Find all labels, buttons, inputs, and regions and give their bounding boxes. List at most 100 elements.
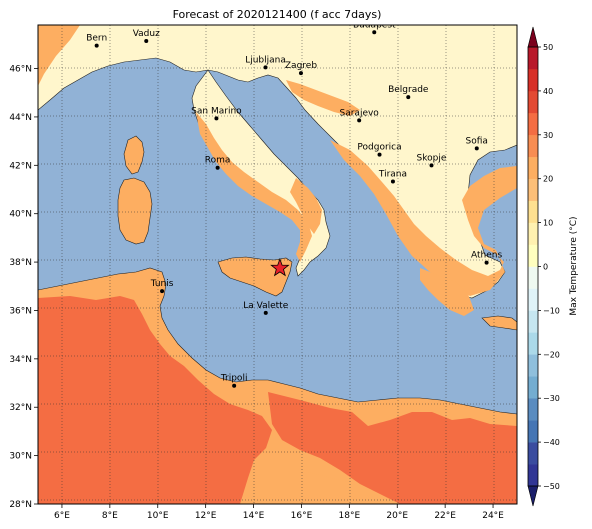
city-dot xyxy=(263,310,268,315)
city-dot xyxy=(214,116,219,121)
lat-tick-label: 46°N xyxy=(9,65,32,75)
colorbar-segment xyxy=(528,200,538,223)
city-dot xyxy=(390,179,395,184)
map-title: Forecast of 2020121400 (f acc 7days) xyxy=(173,8,382,21)
colorbar-segment xyxy=(528,134,538,158)
colorbar-segment xyxy=(528,90,538,114)
adriatic-coast-warm xyxy=(286,80,360,116)
africa-hot-zone-2 xyxy=(268,392,517,504)
city-dot xyxy=(144,38,149,43)
city-dot xyxy=(377,152,382,157)
city-label: Bern xyxy=(86,34,107,44)
sardinia xyxy=(117,177,153,245)
colorbar-tick-label: 0 xyxy=(543,263,548,272)
lon-tick-label: 22°E xyxy=(434,511,456,521)
city-label: Roma xyxy=(205,156,231,166)
colorbar-over-extension xyxy=(527,26,539,48)
lat-tick-label: 34°N xyxy=(9,355,32,365)
south-italy-warm xyxy=(290,178,322,234)
lon-tick-label: 14°E xyxy=(243,511,265,521)
colorbar-segment xyxy=(528,398,538,421)
city-label: Skopje xyxy=(417,153,447,163)
city-dot xyxy=(232,383,237,388)
city-label: La Valette xyxy=(243,301,288,311)
colorbar-segment xyxy=(528,442,538,465)
colorbar-under-extension xyxy=(527,485,539,507)
city-dot xyxy=(298,71,303,76)
city-label: Vaduz xyxy=(133,29,160,39)
colorbar-segment xyxy=(528,244,538,267)
lat-tick-label: 40°N xyxy=(9,210,32,220)
city-dot xyxy=(160,289,165,294)
colorbar-segment xyxy=(528,222,538,245)
colorbar-tick-label: 30 xyxy=(543,131,553,140)
colorbar-tick-label: 50 xyxy=(543,43,553,52)
colorbar-label: Max Temperature (°C) xyxy=(569,216,579,315)
colorbar-segment xyxy=(528,112,538,136)
event-marker xyxy=(270,257,290,277)
city-dot xyxy=(474,146,479,151)
colorbar-tick-label: 10 xyxy=(543,219,553,228)
city-label: Tirana xyxy=(378,170,407,180)
city-dot xyxy=(372,30,377,35)
po-valley-warm xyxy=(38,25,80,86)
lon-tick-label: 16°E xyxy=(291,511,313,521)
lat-tick-label: 42°N xyxy=(9,161,32,171)
lon-axis: 6°E 8°E 10°E 12°E 14°E 16°E 18°E 20°E 22°E 24°E xyxy=(54,504,504,521)
lat-tick-label: 28°N xyxy=(9,500,32,510)
africa-hot-zone xyxy=(38,296,272,504)
corsica xyxy=(123,135,145,175)
star-marker xyxy=(270,257,290,277)
city-dot xyxy=(484,260,489,265)
colorbar: −50 −40 −30 −20 −10 0 10 20 30 40 50 xyxy=(527,26,560,507)
lat-tick-label: 36°N xyxy=(9,306,32,316)
lon-tick-label: 12°E xyxy=(195,511,217,521)
colorbar-tick-label: −30 xyxy=(543,394,560,403)
city-dot xyxy=(357,118,362,123)
city-label: Podgorica xyxy=(357,143,401,153)
balkans-warm-zone xyxy=(330,140,517,296)
city-label: Tripoli xyxy=(220,374,248,384)
city-dot xyxy=(429,163,434,168)
colorbar-segment xyxy=(528,354,538,377)
city-label: Ljubljana xyxy=(245,55,286,65)
colorbar-tick-label: −50 xyxy=(543,482,560,491)
lat-tick-label: 30°N xyxy=(9,452,32,462)
colorbar-tick-label: 40 xyxy=(543,87,553,96)
city-dot xyxy=(94,43,99,48)
city-label: Sarajevo xyxy=(340,108,380,118)
colorbar-tick-label: 20 xyxy=(543,175,553,184)
city-label: Belgrade xyxy=(388,85,429,95)
lon-tick-label: 10°E xyxy=(147,511,169,521)
city-label: Budapest xyxy=(353,20,396,30)
city-dot xyxy=(406,95,411,100)
colorbar-tick-label: −20 xyxy=(543,350,560,359)
lon-tick-label: 24°E xyxy=(482,511,504,521)
crete xyxy=(481,315,517,331)
colorbar-segment xyxy=(528,266,538,289)
city-label: Tunis xyxy=(150,279,174,289)
colorbar-segment xyxy=(528,288,538,311)
colorbar-segment xyxy=(528,376,538,399)
colorbar-segment xyxy=(528,47,538,70)
colorbar-segment xyxy=(528,420,538,443)
map-frame xyxy=(37,24,518,505)
map-grid xyxy=(38,25,517,504)
city-dot xyxy=(263,65,268,70)
lat-axis: 28°N 30°N 32°N 34°N 36°N 38°N 40°N 42°N 44°N 46°N xyxy=(9,65,38,510)
lon-tick-label: 18°E xyxy=(339,511,361,521)
greece-warm xyxy=(420,268,474,316)
colorbar-segment xyxy=(528,156,538,179)
colorbar-segment xyxy=(528,310,538,333)
colorbar-segment xyxy=(528,68,538,92)
lat-tick-label: 44°N xyxy=(9,113,32,123)
city-label: Athens xyxy=(471,251,502,261)
colorbar-tick-label: −40 xyxy=(543,438,560,447)
colorbar-segment xyxy=(528,464,538,487)
lat-tick-label: 32°N xyxy=(9,403,32,413)
city-label: Sofia xyxy=(466,136,488,146)
city-label: Zagreb xyxy=(285,61,317,71)
